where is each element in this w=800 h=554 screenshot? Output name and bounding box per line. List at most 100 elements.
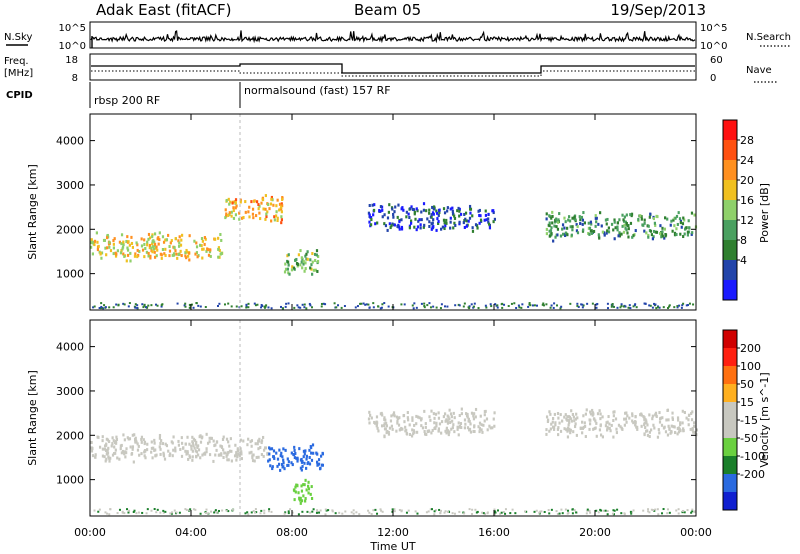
scatter-cell (222, 448, 225, 452)
scatter-cell (230, 210, 233, 214)
scatter-cell (616, 221, 619, 225)
scatter-cell (193, 446, 196, 450)
scatter-cell (581, 303, 584, 306)
scatter-cell (251, 212, 255, 216)
scatter-cell (678, 217, 682, 221)
scatter-cell (146, 508, 149, 511)
scatter-cell (144, 246, 147, 250)
scatter-cell (147, 304, 150, 307)
scatter-cell (486, 428, 489, 432)
scatter-cell (681, 511, 684, 514)
scatter-cell (643, 421, 646, 425)
scatter-cell (190, 444, 193, 448)
scatter-cell (656, 508, 659, 511)
scatter-cell (550, 216, 553, 220)
scatter-cell (556, 512, 559, 515)
scatter-cell (238, 217, 241, 221)
scatter-cell (149, 254, 152, 258)
scatter-cell (412, 429, 415, 433)
scatter-cell (291, 463, 294, 467)
scatter-cell (566, 426, 570, 430)
scatter-cell (471, 229, 475, 233)
scatter-cell (637, 217, 640, 221)
scatter-cell (623, 215, 626, 219)
scatter-cell (682, 302, 685, 305)
scatter-cell (564, 413, 567, 417)
scatter-cell (556, 304, 559, 307)
scatter-cell (322, 302, 325, 305)
scatter-cell (158, 433, 162, 437)
scatter-cell (116, 512, 119, 515)
scatter-cell (264, 305, 267, 308)
scatter-cell (404, 425, 407, 429)
scatter-cell (569, 302, 572, 305)
scatter-cell (123, 254, 126, 258)
scatter-cell (143, 454, 146, 458)
scatter-cell (411, 428, 414, 432)
scatter-cell (655, 414, 658, 418)
scatter-cell (445, 221, 448, 225)
scatter-cell (682, 235, 685, 239)
scatter-cell (120, 242, 123, 246)
scatter-cell (263, 509, 266, 512)
scatter-cell (284, 305, 287, 308)
scatter-cell (453, 416, 456, 420)
scatter-cell (426, 304, 429, 307)
scatter-cell (215, 440, 219, 444)
scatter-cell (456, 209, 459, 213)
scatter-cell (301, 303, 304, 306)
scatter-cell (358, 513, 361, 516)
scatter-cell (307, 487, 311, 491)
scatter-cell (136, 306, 139, 309)
scatter-cell (280, 462, 284, 466)
scatter-cell (218, 248, 221, 252)
y-tick-label: 1000 (56, 268, 84, 281)
scatter-cell (472, 414, 475, 418)
scatter-cell (226, 451, 230, 455)
scatter-cell (228, 211, 231, 215)
velocity-scatter-cells (90, 407, 698, 516)
scatter-cell (225, 437, 229, 441)
scatter-cell (682, 216, 685, 220)
scatter-cell (468, 305, 471, 308)
scatter-cell (188, 251, 191, 255)
scatter-cell (165, 238, 169, 242)
scatter-cell (300, 256, 303, 260)
scatter-cell (647, 508, 650, 511)
scatter-cell (460, 412, 463, 416)
scatter-cell (131, 433, 134, 437)
scatter-cell (383, 424, 386, 428)
y-tick-label: 2000 (56, 429, 84, 442)
scatter-cell (571, 512, 574, 515)
scatter-cell (378, 209, 381, 213)
scatter-cell (178, 241, 181, 245)
scatter-cell (105, 457, 108, 461)
scatter-cell (395, 415, 399, 419)
scatter-cell (664, 430, 668, 434)
scatter-cell (413, 423, 416, 427)
scatter-cell (129, 259, 132, 263)
scatter-cell (262, 454, 265, 458)
scatter-cell (386, 228, 389, 232)
scatter-cell (425, 432, 428, 436)
scatter-cell (120, 249, 123, 253)
scatter-cell (397, 416, 400, 420)
scatter-cell (256, 442, 259, 446)
scatter-cell (690, 418, 694, 422)
scatter-cell (205, 447, 208, 451)
scatter-cell (235, 204, 238, 208)
scatter-cell (295, 262, 299, 266)
scatter-cell (325, 509, 328, 512)
scatter-cell (623, 417, 626, 421)
scatter-cell (407, 212, 410, 216)
scatter-cell (177, 443, 181, 447)
scatter-cell (302, 483, 305, 487)
scatter-cell (275, 451, 278, 455)
scatter-cell (444, 510, 447, 513)
scatter-cell (644, 426, 647, 430)
scatter-cell (608, 422, 611, 426)
scatter-cell (543, 510, 546, 513)
scatter-cell (441, 225, 444, 229)
scatter-cell (154, 454, 157, 458)
